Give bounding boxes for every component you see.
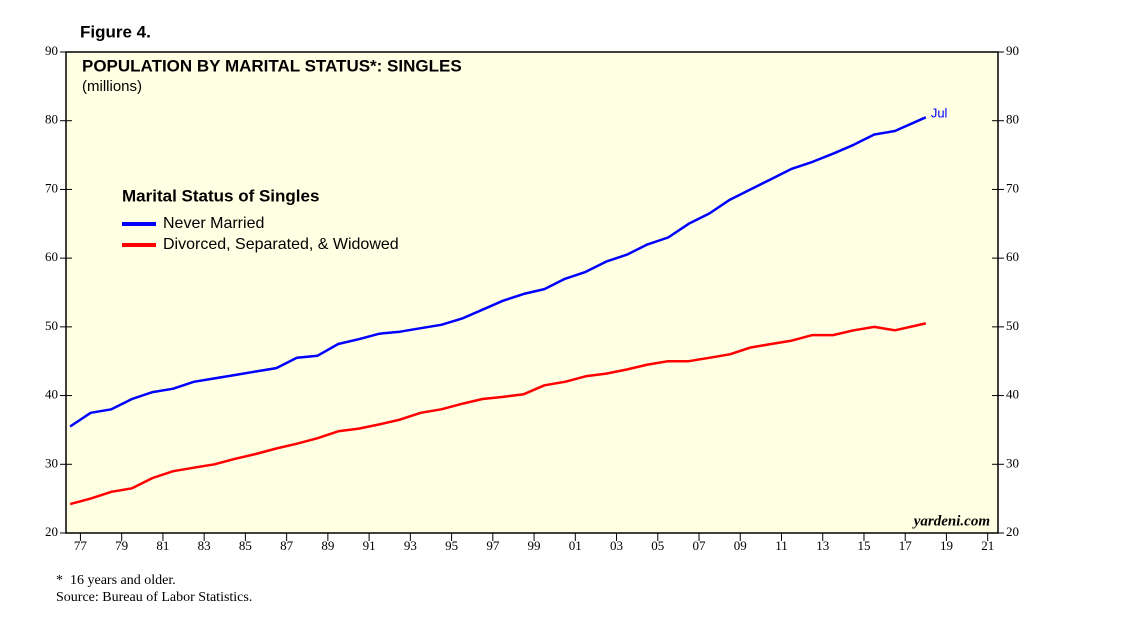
x-tick-label: 85: [239, 538, 252, 553]
x-tick-label: 07: [693, 538, 707, 553]
watermark: yardeni.com: [912, 513, 990, 529]
y2-tick-label: 40: [1006, 387, 1019, 402]
x-tick-label: 79: [115, 538, 128, 553]
x-tick-label: 77: [74, 538, 88, 553]
x-tick-label: 05: [651, 538, 664, 553]
x-tick-label: 09: [734, 538, 747, 553]
x-tick-label: 19: [940, 538, 953, 553]
x-tick-label: 03: [610, 538, 623, 553]
x-tick-label: 11: [775, 538, 788, 553]
legend-title: Marital Status of Singles: [122, 186, 319, 205]
x-tick-label: 87: [280, 538, 294, 553]
y-tick-label: 30: [45, 455, 58, 470]
x-tick-label: 95: [445, 538, 458, 553]
y2-tick-label: 90: [1006, 43, 1019, 58]
x-tick-label: 89: [321, 538, 334, 553]
annotation: Jul: [931, 106, 948, 121]
y-tick-label: 90: [45, 43, 58, 58]
footnote: Source: Bureau of Labor Statistics.: [56, 590, 252, 605]
figure-label: Figure 4.: [80, 22, 151, 41]
y-tick-label: 70: [45, 180, 58, 195]
x-tick-label: 17: [899, 538, 913, 553]
x-tick-label: 81: [156, 538, 169, 553]
chart-title: POPULATION BY MARITAL STATUS*: SINGLES: [82, 56, 462, 75]
y2-tick-label: 60: [1006, 249, 1019, 264]
y2-tick-label: 50: [1006, 318, 1019, 333]
x-tick-label: 21: [981, 538, 994, 553]
legend-label: Never Married: [163, 215, 264, 232]
data-line: [69, 116, 927, 428]
x-tick-label: 13: [816, 538, 829, 553]
x-tick-label: 83: [198, 538, 211, 553]
x-tick-label: 15: [857, 538, 870, 553]
y2-tick-label: 30: [1006, 455, 1019, 470]
y-tick-label: 50: [45, 318, 58, 333]
y-tick-label: 80: [45, 112, 58, 127]
legend-label: Divorced, Separated, & Widowed: [163, 236, 399, 253]
y-tick-label: 60: [45, 249, 58, 264]
x-tick-label: 91: [363, 538, 376, 553]
y-tick-label: 40: [45, 387, 58, 402]
y2-tick-label: 70: [1006, 180, 1019, 195]
y-tick-label: 20: [45, 524, 58, 539]
chart-subtitle: (millions): [82, 78, 142, 95]
x-tick-label: 93: [404, 538, 417, 553]
footnote: * 16 years and older.: [56, 573, 176, 588]
x-tick-label: 99: [528, 538, 541, 553]
y2-tick-label: 80: [1006, 112, 1019, 127]
x-tick-label: 97: [486, 538, 500, 553]
x-tick-label: 01: [569, 538, 582, 553]
data-line: [69, 322, 927, 506]
y2-tick-label: 20: [1006, 524, 1019, 539]
